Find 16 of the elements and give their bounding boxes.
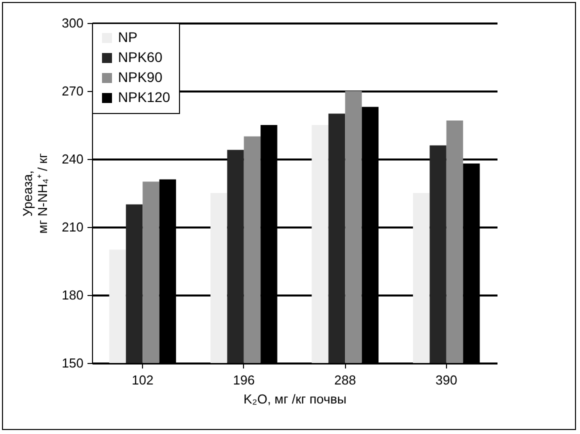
legend-label: NPK120 [118, 89, 170, 105]
legend-label: NP [118, 29, 138, 45]
legend-label: NPK60 [118, 49, 163, 65]
x-tick-label: 390 [436, 372, 458, 388]
y-tick-label: 150 [62, 356, 84, 370]
y-tick-label: 180 [62, 288, 84, 302]
x-tick-label: 196 [233, 372, 255, 388]
y-axis-title: Уреаза, мг N-NH₄⁺ / кг [20, 153, 50, 234]
y-tick-label: 270 [62, 84, 84, 98]
y-tick-label: 300 [62, 16, 84, 30]
x-tick-label: 288 [334, 372, 356, 388]
y-tick-label: 240 [62, 152, 84, 166]
x-axis-title: K₂O, мг /кг почвы [243, 392, 347, 406]
x-tick-label: 102 [132, 372, 154, 388]
legend-label: NPK90 [118, 69, 163, 85]
y-tick-label: 210 [62, 220, 84, 234]
